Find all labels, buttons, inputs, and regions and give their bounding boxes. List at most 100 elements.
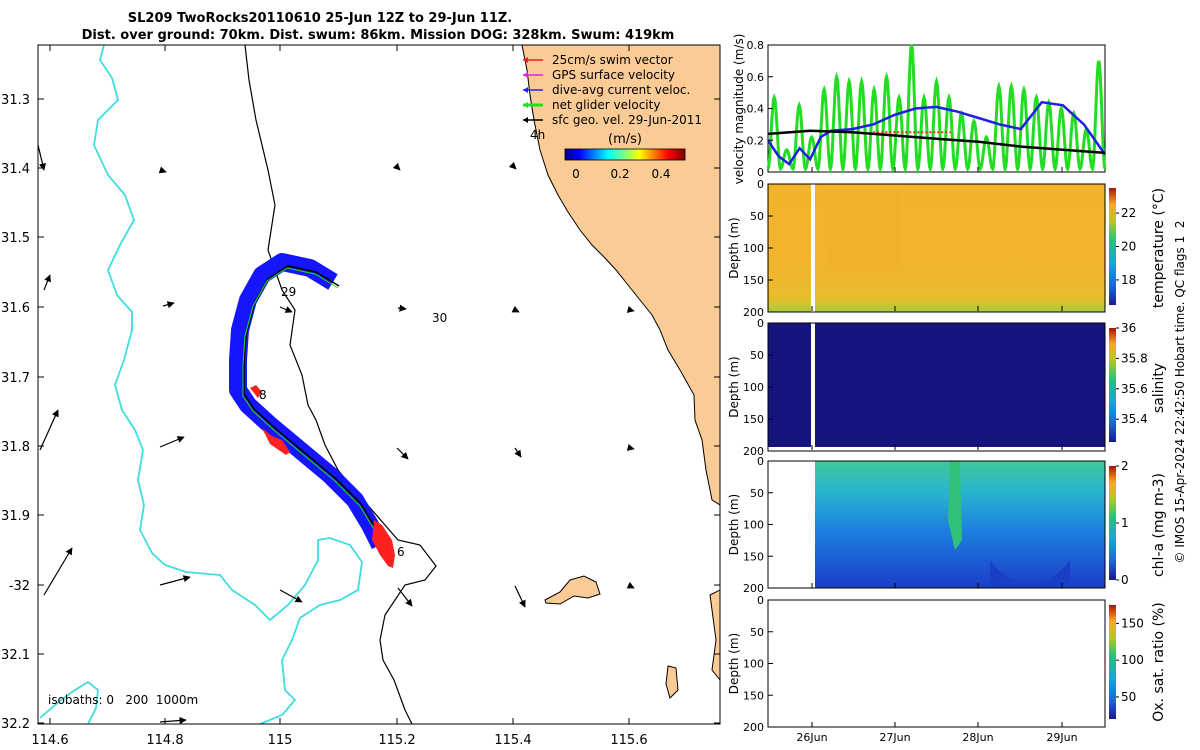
oxygen-ctick-150: 150 <box>1121 616 1144 630</box>
oxygen-depth-tick-0: 0 <box>757 594 764 607</box>
time-tick-29Jun: 29Jun <box>1046 731 1077 744</box>
colorbar-tick-0.2: 0.2 <box>610 167 629 181</box>
surface-arrow-11 <box>397 304 407 312</box>
temperature-panel: temperature (°C) <box>767 183 1167 313</box>
temperature-depth-tick-0: 0 <box>757 178 764 191</box>
title-line-2: Dist. over ground: 70km. Dist. swum: 86k… <box>82 28 675 43</box>
lon-tick-114.8: 114.8 <box>146 733 183 748</box>
salinity-section-a <box>768 323 811 447</box>
day-label-29: 29 <box>281 285 296 299</box>
surface-arrow-12 <box>396 447 409 460</box>
oxygen-clabel: Ox. sat. ratio (%) <box>1151 602 1167 721</box>
chl-a-depth-tick-200: 200 <box>743 582 764 595</box>
surface-arrow-0 <box>38 144 46 171</box>
time-tick-27Jun: 27Jun <box>879 731 910 744</box>
surface-arrow-19 <box>626 581 635 589</box>
surface-arrow-2 <box>39 409 59 451</box>
day-label-8: 8 <box>259 388 267 402</box>
salinity-panel: salinity <box>767 322 1167 452</box>
speed-colorbar <box>564 148 686 161</box>
salinity-section-b <box>815 323 1105 447</box>
day-label-6: 6 <box>397 545 405 559</box>
lon-tick-115.6: 115.6 <box>610 733 647 748</box>
chla-clabel: chl-a (mg m-3) <box>1151 473 1167 577</box>
copyright-note: © IMOS 15-Apr-2024 22:42:50 Hobart time.… <box>1173 221 1187 564</box>
series-dive-avg-current-veloc. <box>766 100 1107 166</box>
swim-vectors-edge <box>262 428 290 455</box>
chl-a-depth-tick-100: 100 <box>743 519 764 532</box>
legend-label-25cm-s-swim-vector: 25cm/s swim vector <box>552 53 673 67</box>
lat-tick-32.1: 32.1 <box>1 648 30 663</box>
temperature-ctick-18: 18 <box>1121 273 1136 287</box>
oxygen-colorbar <box>1109 605 1116 719</box>
velocity-ytick-0: 0 <box>757 166 764 179</box>
chl-a-ctick-0: 0 <box>1121 573 1129 587</box>
surface-arrow-7 <box>159 716 187 724</box>
surface-arrow-14 <box>511 305 520 313</box>
legend-label-sfc-geo.-vel.-29-jun-2011: sfc geo. vel. 29-Jun-2011 <box>552 113 702 127</box>
map-lat-ticks: 31.3 31.4 31.5 31.6 31.7 31.8 31.9 -32 32.1 32.2 <box>1 93 720 732</box>
legend-label-net-glider-velocity: net glider velocity <box>552 98 660 112</box>
salinity-colorbar <box>1109 328 1116 442</box>
colorbar-tick-0.4: 0.4 <box>651 167 670 181</box>
oxygen-depth-label: Depth (m) <box>727 633 741 694</box>
colorbar-title: (m/s) <box>608 132 642 147</box>
velocity-ytick-0.6: 0.6 <box>747 71 765 84</box>
chla-deep <box>990 560 1070 588</box>
velocity-ytick-0.8: 0.8 <box>747 39 765 52</box>
salinity-depth-tick-150: 150 <box>743 413 764 426</box>
lat-tick-31.4: 31.4 <box>1 162 30 177</box>
day-label-30: 30 <box>432 311 447 325</box>
salinity-depth-label: Depth (m) <box>727 356 741 417</box>
legend-label-dive-avg-current-veloc.: dive-avg current veloc. <box>552 83 690 97</box>
isobath-200m-south <box>39 680 99 724</box>
surface-arrow-3 <box>43 547 73 596</box>
map-frame <box>37 44 721 725</box>
chla-bloom <box>948 461 962 550</box>
surface-arrow-15 <box>514 447 522 458</box>
velocity-panel: 0 0.2 0.4 0.6 0.8 velocity magnitude (m/s) <box>732 34 1107 184</box>
legend-arrowhead-25cm-s-swim-vector <box>523 57 528 63</box>
velocity-y-ticks: 0 0.2 0.4 0.6 0.8 <box>747 39 773 179</box>
salinity-ctick-35.6: 35.6 <box>1121 382 1148 396</box>
time-tick-28Jun: 28Jun <box>962 731 993 744</box>
surface-arrow-9 <box>279 306 293 313</box>
glider-track <box>229 253 389 552</box>
chl-a-depth-tick-150: 150 <box>743 550 764 563</box>
salinity-depth-tick-100: 100 <box>743 381 764 394</box>
legend-arrowhead-sfc-geo.-vel.-29-jun-2011 <box>523 117 528 123</box>
chla-panel: chl-a (mg m-3) <box>767 460 1167 589</box>
temperature-ctick-20: 20 <box>1121 240 1136 254</box>
surface-arrow-16 <box>514 585 526 608</box>
salinity-depth-tick-0: 0 <box>757 317 764 330</box>
isobath-0m <box>244 45 437 724</box>
legend-arrowhead-dive-avg-current-veloc. <box>523 87 528 93</box>
salinity-depth-tick-50: 50 <box>750 349 764 362</box>
lat-tick--32: -32 <box>9 579 30 594</box>
velocity-ytick-0.2: 0.2 <box>747 134 765 147</box>
surface-arrow-5 <box>159 436 185 448</box>
chl-a-depth-label: Depth (m) <box>727 494 741 555</box>
chl-a-depth-tick-50: 50 <box>750 487 764 500</box>
lat-tick-31.3: 31.3 <box>1 93 30 108</box>
salinity-ctick-36: 36 <box>1121 321 1136 335</box>
oxygen-ctick-100: 100 <box>1121 653 1144 667</box>
map-land-island <box>544 575 601 605</box>
oxygen-ctick-50: 50 <box>1121 690 1136 704</box>
lon-tick-115: 115 <box>268 733 293 748</box>
track-black-line <box>243 265 387 550</box>
isobaths-label: isobaths: 0 200 1000m <box>48 693 198 707</box>
temperature-section-a <box>768 184 811 312</box>
surface-arrow-4 <box>158 166 167 174</box>
map-land-islet <box>665 665 679 699</box>
temperature-depth-tick-200: 200 <box>743 306 764 319</box>
lon-tick-114.6: 114.6 <box>31 733 68 748</box>
oxygen-depth-tick-200: 200 <box>743 721 764 734</box>
legend-arrowhead-gps-surface-velocity <box>523 72 528 78</box>
temperature-ctick-22: 22 <box>1121 206 1136 220</box>
lon-tick-115.4: 115.4 <box>494 733 531 748</box>
swim-vectors-mid <box>250 385 262 398</box>
temperature-depth-tick-50: 50 <box>750 210 764 223</box>
